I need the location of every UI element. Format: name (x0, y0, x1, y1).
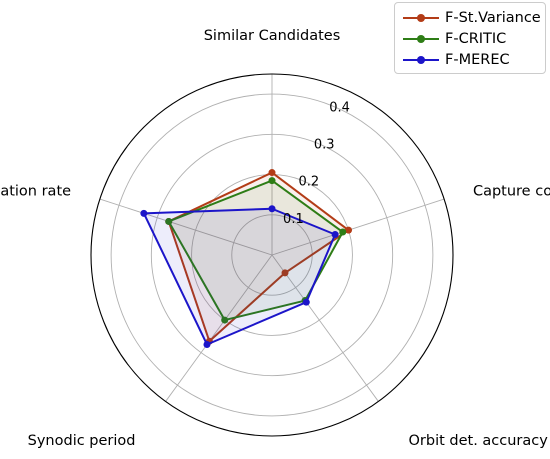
axis-label-orbit-det-accuracy: Orbit det. accuracy (408, 433, 548, 449)
radial-tick-label-3: 0.3 (314, 138, 335, 153)
legend-label-f-critic: F-CRITIC (445, 30, 507, 47)
point-f-critic-rotation-rate (165, 217, 173, 225)
spoke-synodic-period (165, 254, 273, 402)
point-f-merec-capture-cost (331, 230, 339, 238)
point-f-critic-similar-candidates (268, 177, 276, 185)
axis-label-synodic-period: Synodic period (28, 433, 136, 449)
point-f-critic-synodic-period (221, 316, 229, 324)
radar-frame (90, 73, 454, 437)
spoke-capture-cost (271, 198, 445, 256)
legend-label-f-merec: F-MEREC (445, 51, 510, 68)
point-f-st-variance-orbit-det-accuracy (281, 269, 289, 277)
spoke-orbit-det-accuracy (271, 254, 379, 402)
axis-label-rotation-rate: Rotation rate (0, 184, 71, 200)
legend-item-f-merec: F-MEREC (395, 49, 545, 70)
point-f-merec-similar-candidates (268, 205, 276, 213)
legend-swatch-f-critic (403, 32, 439, 46)
radar-series (140, 169, 353, 348)
series-line-f-critic (167, 179, 344, 322)
point-f-merec-orbit-det-accuracy (302, 298, 310, 306)
radial-tick-label-2: 0.2 (298, 175, 319, 190)
axis-label-capture-cost: Capture cost (473, 184, 550, 200)
legend-item-f-critic: F-CRITIC (395, 28, 545, 49)
legend-swatch-f-st-variance (403, 11, 439, 25)
point-f-st-variance-similar-candidates (268, 169, 276, 177)
point-f-critic-capture-cost (339, 228, 347, 236)
legend-item-f-st-variance: F-St.Variance (395, 7, 545, 28)
spoke-rotation-rate (99, 198, 273, 256)
point-f-st-variance-capture-cost (345, 226, 353, 234)
radial-tick-label-1: 0.1 (283, 212, 304, 227)
point-f-merec-rotation-rate (140, 209, 148, 217)
axis-label-similar-candidates: Similar Candidates (204, 28, 341, 44)
legend-label-f-st-variance: F-St.Variance (445, 9, 541, 26)
legend: F-St.Variance F-CRITIC F-MEREC (394, 2, 546, 74)
series-line-f-merec (142, 207, 337, 346)
legend-swatch-f-merec (403, 53, 439, 67)
point-f-merec-synodic-period (203, 340, 211, 348)
radar-labels: 0.1 0.2 0.3 0.4 Similar Candidates Capture co… (0, 28, 550, 449)
radial-tick-label-4: 0.4 (329, 100, 350, 115)
